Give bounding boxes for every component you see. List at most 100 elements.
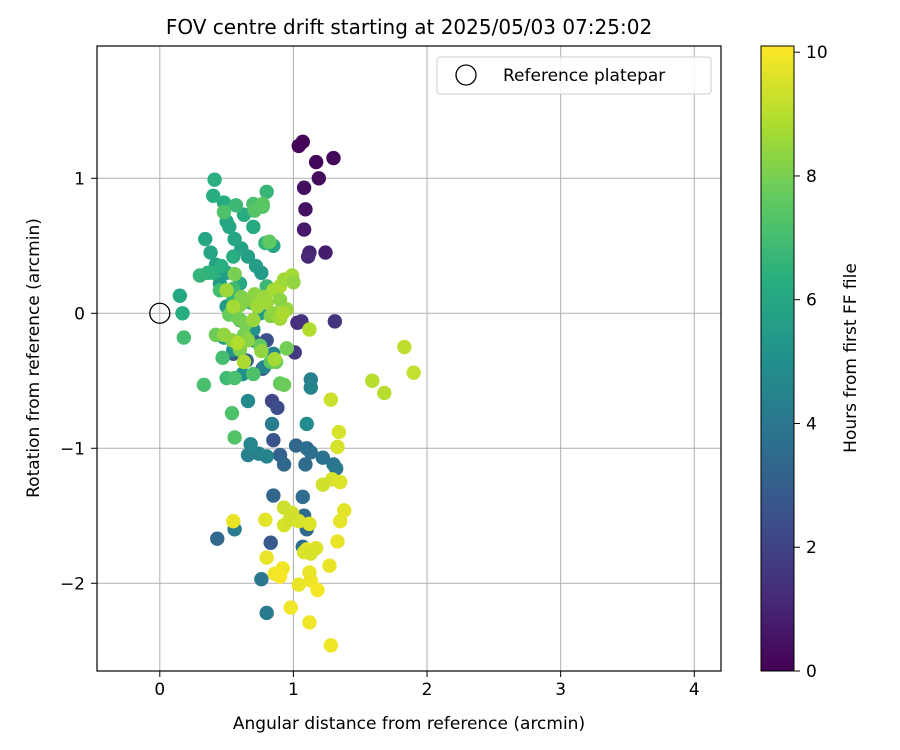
data-point [227, 370, 242, 386]
plot-frame [96, 45, 722, 672]
x-tick-label: 4 [689, 680, 700, 700]
colorbar-tick-label: 2 [806, 538, 817, 558]
y-tick-label: −2 [60, 574, 85, 594]
data-point [267, 351, 282, 367]
data-point [328, 461, 344, 476]
colorbar-label: Hours from first FF file [841, 263, 861, 453]
data-point [226, 249, 241, 264]
data-point [259, 550, 274, 565]
data-point [172, 288, 188, 303]
data-point [262, 234, 277, 249]
legend: Reference platepar [436, 56, 712, 95]
data-point [331, 424, 347, 440]
data-point [308, 154, 324, 170]
data-point [226, 299, 241, 314]
x-axis-ticks: 0 1 2 3 4 [154, 671, 700, 700]
data-point [303, 546, 318, 561]
data-point [332, 474, 348, 490]
data-point [176, 330, 192, 345]
grid-lines [97, 46, 721, 671]
data-point [246, 366, 261, 382]
colorbar-tick-label: 6 [806, 291, 817, 311]
data-point [315, 450, 331, 465]
data-point [298, 202, 313, 217]
data-point [224, 405, 240, 421]
data-point [219, 283, 234, 298]
legend-box [436, 56, 712, 95]
data-point [254, 265, 269, 280]
data-point [259, 184, 274, 199]
data-point [377, 385, 392, 401]
data-point [315, 477, 331, 492]
data-point [240, 393, 256, 409]
data-point [311, 171, 327, 186]
colorbar-ticks: 0 2 4 6 8 10 [794, 43, 828, 682]
data-point [216, 327, 232, 343]
data-point [240, 447, 256, 463]
data-point [336, 503, 352, 518]
x-tick-label: 0 [154, 680, 165, 700]
data-point [365, 373, 380, 388]
y-axis-label: Rotation from reference (arcmin) [24, 218, 44, 498]
data-point [302, 322, 317, 337]
reference-point-marker [149, 302, 171, 324]
colorbar-tick-label: 0 [806, 662, 817, 682]
data-point [258, 512, 273, 528]
data-point [302, 516, 317, 532]
data-point [227, 266, 242, 282]
data-point [254, 572, 269, 587]
data-point [300, 249, 316, 264]
data-point [284, 505, 300, 521]
colorbar-gradient [760, 45, 795, 672]
data-point [247, 203, 262, 218]
data-point [272, 292, 288, 307]
data-point [210, 531, 225, 546]
data-point [302, 615, 317, 630]
data-point [275, 306, 290, 321]
legend-open-circle-icon [455, 64, 477, 86]
y-axis-ticks: −2 −1 0 1 [60, 169, 97, 594]
x-tick-label: 3 [555, 680, 566, 700]
data-point [266, 488, 281, 503]
data-point [259, 605, 274, 621]
data-point [276, 457, 292, 472]
data-point [330, 534, 345, 549]
data-point [276, 377, 292, 393]
data-point [406, 365, 421, 380]
data-point [240, 249, 256, 264]
x-axis-label: Angular distance from reference (arcmin) [233, 714, 585, 734]
data-point [250, 299, 265, 314]
y-tick-label: 0 [74, 304, 85, 324]
data-point [246, 312, 261, 328]
y-tick-label: 1 [74, 169, 85, 189]
data-point [206, 188, 221, 204]
data-point [296, 222, 312, 237]
colorbar: 0 2 4 6 8 10 Hours from first FF file [760, 43, 861, 682]
data-point [259, 449, 274, 464]
legend-label: Reference platepar [503, 66, 665, 86]
data-point [323, 392, 339, 407]
data-point [243, 437, 258, 452]
data-point [263, 535, 278, 550]
data-point [175, 306, 190, 321]
data-point [230, 335, 245, 351]
colorbar-tick-label: 10 [806, 43, 828, 63]
x-tick-label: 2 [422, 680, 433, 700]
data-point [302, 565, 317, 580]
data-point [196, 377, 212, 393]
data-point [203, 245, 218, 260]
data-point [226, 513, 241, 529]
data-point [272, 569, 288, 584]
data-point [295, 489, 310, 505]
data-point [291, 138, 306, 154]
data-point [216, 204, 232, 220]
data-point [279, 341, 294, 356]
data-point [318, 245, 333, 260]
data-point [330, 439, 345, 455]
data-point [296, 180, 312, 195]
data-point [291, 577, 306, 592]
data-point [246, 219, 261, 235]
data-point [397, 339, 412, 355]
data-point [283, 600, 298, 615]
